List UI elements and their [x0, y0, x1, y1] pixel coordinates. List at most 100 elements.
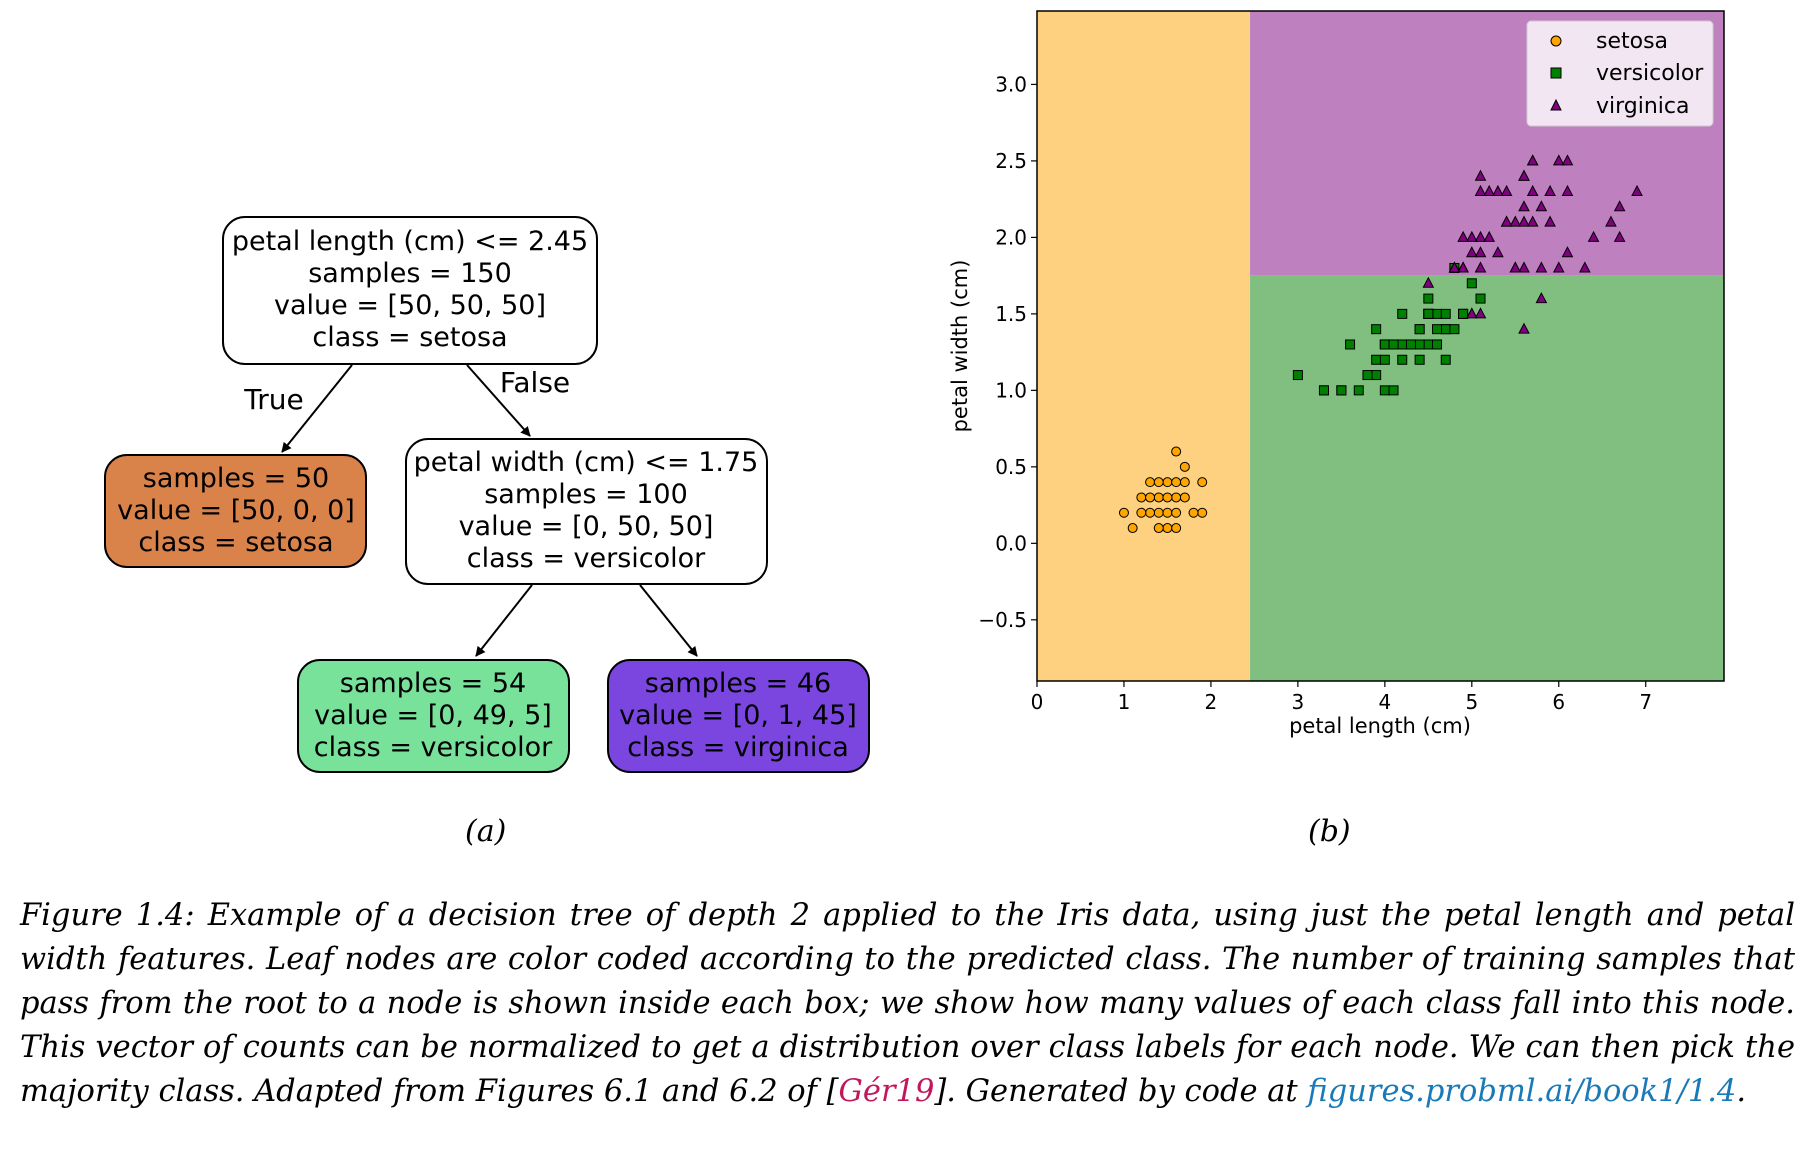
y-tick-label: 0.0: [995, 531, 1027, 555]
tree-node-virginica-leaf: samples = 46 value = [0, 1, 45] class = …: [607, 659, 870, 773]
subfigure-label-b: (b): [1308, 814, 1351, 849]
point-virginica: [1613, 230, 1626, 242]
legend-virginica-label: virginica: [1596, 94, 1690, 119]
point-virginica: [1474, 169, 1487, 181]
point-versicolor: [1432, 308, 1443, 319]
point-setosa: [1162, 507, 1173, 518]
legend-setosa-label: setosa: [1596, 29, 1668, 54]
node-left-box: [104, 454, 367, 568]
point-setosa: [1118, 507, 1129, 518]
code-link[interactable]: figures.probml.ai/book1/1.4: [1307, 1074, 1737, 1109]
point-versicolor: [1379, 354, 1390, 365]
decision-boundary-scatter-plot: 0 1 2 3 4 5 6 7 −0.5 0.0 0.5 1.0 1.5 2.0 2.5 3.0 petal…: [948, 10, 1725, 738]
point-setosa: [1188, 507, 1199, 518]
point-virginica: [1509, 261, 1522, 273]
point-setosa: [1153, 523, 1164, 534]
point-versicolor: [1397, 354, 1408, 365]
point-setosa: [1162, 523, 1173, 534]
edge-root-left: [281, 364, 353, 453]
point-setosa: [1197, 477, 1208, 488]
subfigure-label-a: (a): [465, 814, 507, 849]
point-versicolor: [1458, 308, 1469, 319]
node-right-line-2: samples = 100: [484, 479, 688, 510]
x-axis-label: petal length (cm): [1289, 714, 1471, 738]
point-versicolor: [1379, 339, 1390, 350]
point-setosa: [1171, 507, 1182, 518]
point-setosa: [1171, 523, 1182, 534]
point-versicolor: [1440, 324, 1451, 335]
point-setosa: [1136, 507, 1147, 518]
edge-right-rl: [475, 584, 533, 657]
point-versicolor: [1423, 293, 1434, 304]
node-right-line-4: class = versicolor: [467, 543, 706, 574]
point-versicolor: [1440, 308, 1451, 319]
point-versicolor: [1371, 370, 1382, 381]
point-virginica: [1518, 169, 1530, 181]
point-versicolor: [1397, 308, 1408, 319]
legend-setosa-marker: [1550, 35, 1562, 47]
point-virginica: [1526, 184, 1539, 197]
tree-node-versicolor-leaf: samples = 54 value = [0, 49, 5] class = …: [297, 659, 570, 773]
point-virginica: [1457, 261, 1469, 273]
point-versicolor: [1318, 385, 1329, 396]
point-virginica: [1613, 200, 1626, 212]
region-setosa: [1037, 11, 1251, 681]
point-virginica: [1483, 184, 1496, 197]
point-virginica: [1552, 261, 1565, 273]
x-tick-label: 1: [1118, 690, 1131, 714]
point-setosa: [1197, 507, 1208, 518]
point-virginica: [1544, 184, 1556, 197]
y-tick-label: 1.5: [995, 302, 1027, 326]
point-setosa: [1153, 507, 1164, 518]
x-tick-label: 2: [1205, 690, 1218, 714]
tree-node-left-leaf: samples = 50 value = [50, 0, 0] class = …: [104, 454, 367, 568]
point-setosa: [1136, 492, 1147, 503]
citation-link[interactable]: Gér19: [838, 1074, 935, 1109]
point-virginica: [1526, 215, 1539, 227]
point-virginica: [1448, 261, 1461, 273]
node-rl-box: [297, 659, 570, 773]
node-rl-line-3: class = versicolor: [314, 732, 553, 763]
node-rl-line-2: value = [0, 49, 5]: [314, 700, 552, 731]
point-setosa: [1145, 492, 1156, 503]
point-versicolor: [1475, 293, 1486, 304]
point-versicolor: [1414, 339, 1425, 350]
point-virginica: [1631, 184, 1643, 197]
decision-tree-diagram: True False petal length (cm) <= 2.45 sam…: [104, 216, 870, 773]
node-right-line-3: value = [0, 50, 50]: [459, 511, 714, 542]
point-versicolor: [1440, 354, 1451, 365]
point-virginica: [1474, 184, 1487, 197]
point-versicolor: [1362, 370, 1373, 381]
point-versicolor: [1336, 385, 1347, 396]
point-versicolor: [1379, 385, 1390, 396]
point-virginica: [1474, 307, 1487, 319]
point-setosa: [1153, 477, 1164, 488]
y-axis-ticks: −0.5 0.0 0.5 1.0 1.5 2.0 2.5 3.0: [978, 72, 1037, 632]
point-virginica: [1518, 200, 1530, 212]
point-versicolor: [1423, 308, 1434, 319]
point-virginica: [1535, 292, 1548, 304]
legend-box: [1526, 20, 1714, 127]
node-root-line-1: petal length (cm) <= 2.45: [232, 226, 588, 257]
point-setosa: [1145, 507, 1156, 518]
node-rr-line-1: samples = 46: [645, 668, 831, 699]
point-virginica: [1465, 307, 1478, 319]
point-setosa: [1171, 492, 1182, 503]
point-virginica: [1500, 215, 1513, 227]
legend-virginica-marker: [1550, 98, 1562, 111]
point-versicolor: [1388, 339, 1399, 350]
node-root-line-4: class = setosa: [312, 322, 507, 353]
point-virginica: [1518, 322, 1530, 334]
point-virginica: [1561, 246, 1574, 258]
point-virginica: [1483, 230, 1496, 242]
point-virginica: [1561, 154, 1574, 166]
node-right-box: [405, 438, 768, 585]
x-tick-label: 0: [1031, 690, 1044, 714]
legend-versicolor-marker: [1550, 67, 1562, 79]
point-virginica: [1561, 184, 1574, 197]
point-setosa: [1171, 446, 1182, 457]
point-virginica: [1605, 215, 1617, 227]
point-virginica: [1579, 261, 1591, 273]
x-tick-label: 4: [1378, 690, 1391, 714]
point-versicolor: [1405, 339, 1416, 350]
